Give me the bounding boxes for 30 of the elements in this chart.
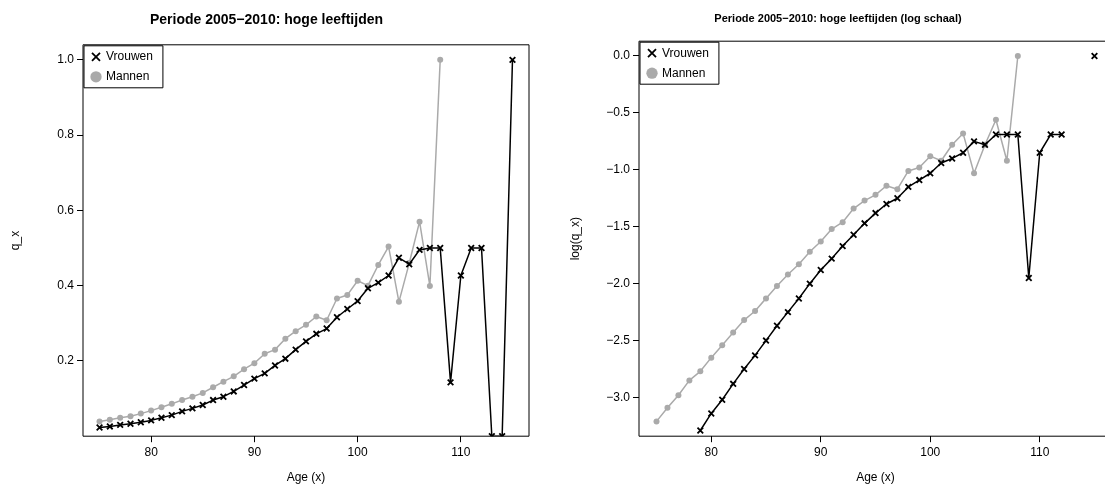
y-tick-label: 0.8 [57, 127, 75, 142]
y-tick-label: −0.5 [606, 105, 631, 120]
x-tick-label: 100 [347, 444, 368, 459]
y-tick-label: −2.0 [606, 275, 631, 290]
x-axis-title: Age (x) [286, 470, 326, 485]
x-tick-label: 110 [1030, 444, 1050, 459]
x-tick-label: 90 [814, 444, 828, 459]
legend-label: Vrouwen [662, 45, 709, 60]
x-tick-label: 100 [920, 444, 941, 459]
x-tick-label: 110 [451, 444, 471, 459]
x-tick-label: 90 [247, 444, 262, 459]
x-axis-title: Age (x) [856, 470, 895, 485]
legend-label: Mannen [662, 65, 706, 80]
legend-label: Mannen [106, 69, 150, 84]
y-tick-label: −3.0 [606, 389, 631, 404]
y-tick-label: 1.0 [57, 52, 75, 67]
y-tick-label: 0.6 [57, 202, 75, 217]
chart-title: Periode 2005−2010: hoge leeftijden [149, 11, 384, 28]
y-tick-label: −1.5 [606, 219, 631, 234]
x-tick-label: 80 [704, 444, 719, 459]
y-tick-label: −1.0 [606, 162, 631, 177]
y-tick-label: −2.5 [606, 332, 631, 347]
y-tick-label: 0.0 [613, 48, 631, 63]
legend-label: Vrouwen [106, 49, 153, 64]
y-tick-label: 0.4 [57, 277, 75, 292]
y-axis-title: q_x [7, 230, 22, 251]
chart-title: Periode 2005−2010: hoge leeftijden (log schaal) [714, 11, 962, 24]
y-tick-label: 0.2 [57, 353, 75, 368]
y-axis-title: log(q_x) [567, 217, 582, 261]
x-tick-label: 80 [144, 444, 159, 459]
